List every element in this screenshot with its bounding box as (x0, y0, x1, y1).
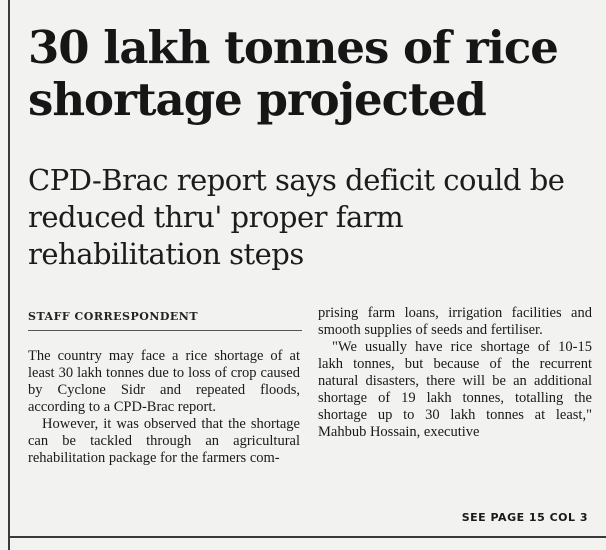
article-column-right: prising farm loans, irrigation facilitie… (318, 305, 592, 441)
body-paragraph: However, it was observed that the shorta… (28, 416, 300, 466)
body-paragraph: prising farm loans, irrigation facilitie… (318, 305, 592, 338)
article-headline: 30 lakh tonnes of rice shortage projecte… (28, 21, 559, 126)
continuation-note: SEE PAGE 15 COL 3 (461, 511, 588, 524)
article-byline: Staff Correspondent (28, 310, 199, 323)
article-subheadline: CPD-Brac report says deficit could be re… (28, 163, 565, 271)
column-rule-bottom (8, 536, 606, 538)
body-paragraph: The country may face a rice shortage of … (28, 348, 300, 415)
body-paragraph: "We usually have rice shortage of 10-15 … (318, 339, 592, 440)
article-column-left: The country may face a rice shortage of … (28, 348, 300, 467)
column-rule-left (8, 0, 10, 550)
byline-divider (28, 330, 302, 331)
